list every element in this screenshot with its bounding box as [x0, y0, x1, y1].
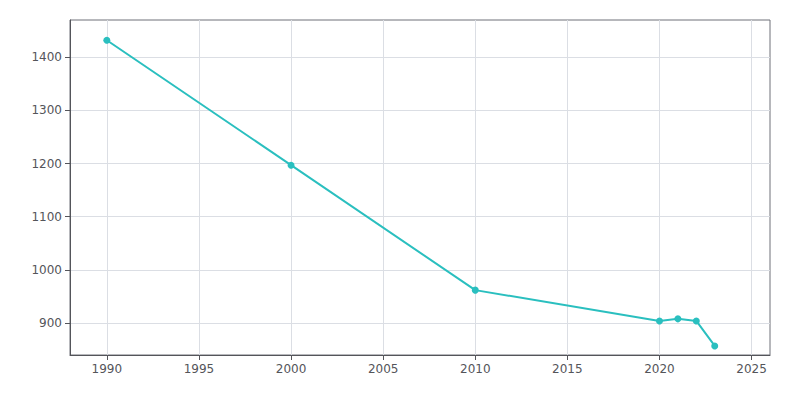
svg-text:1990: 1990: [92, 362, 123, 376]
svg-text:1100: 1100: [31, 210, 62, 224]
svg-text:1400: 1400: [31, 50, 62, 64]
svg-text:1995: 1995: [184, 362, 215, 376]
svg-text:2010: 2010: [460, 362, 491, 376]
svg-text:2025: 2025: [736, 362, 767, 376]
svg-text:1300: 1300: [31, 103, 62, 117]
svg-text:2000: 2000: [276, 362, 307, 376]
svg-text:2005: 2005: [368, 362, 399, 376]
svg-text:1200: 1200: [31, 157, 62, 171]
svg-text:2020: 2020: [644, 362, 675, 376]
svg-text:900: 900: [39, 316, 62, 330]
svg-text:2015: 2015: [552, 362, 583, 376]
svg-text:1000: 1000: [31, 263, 62, 277]
